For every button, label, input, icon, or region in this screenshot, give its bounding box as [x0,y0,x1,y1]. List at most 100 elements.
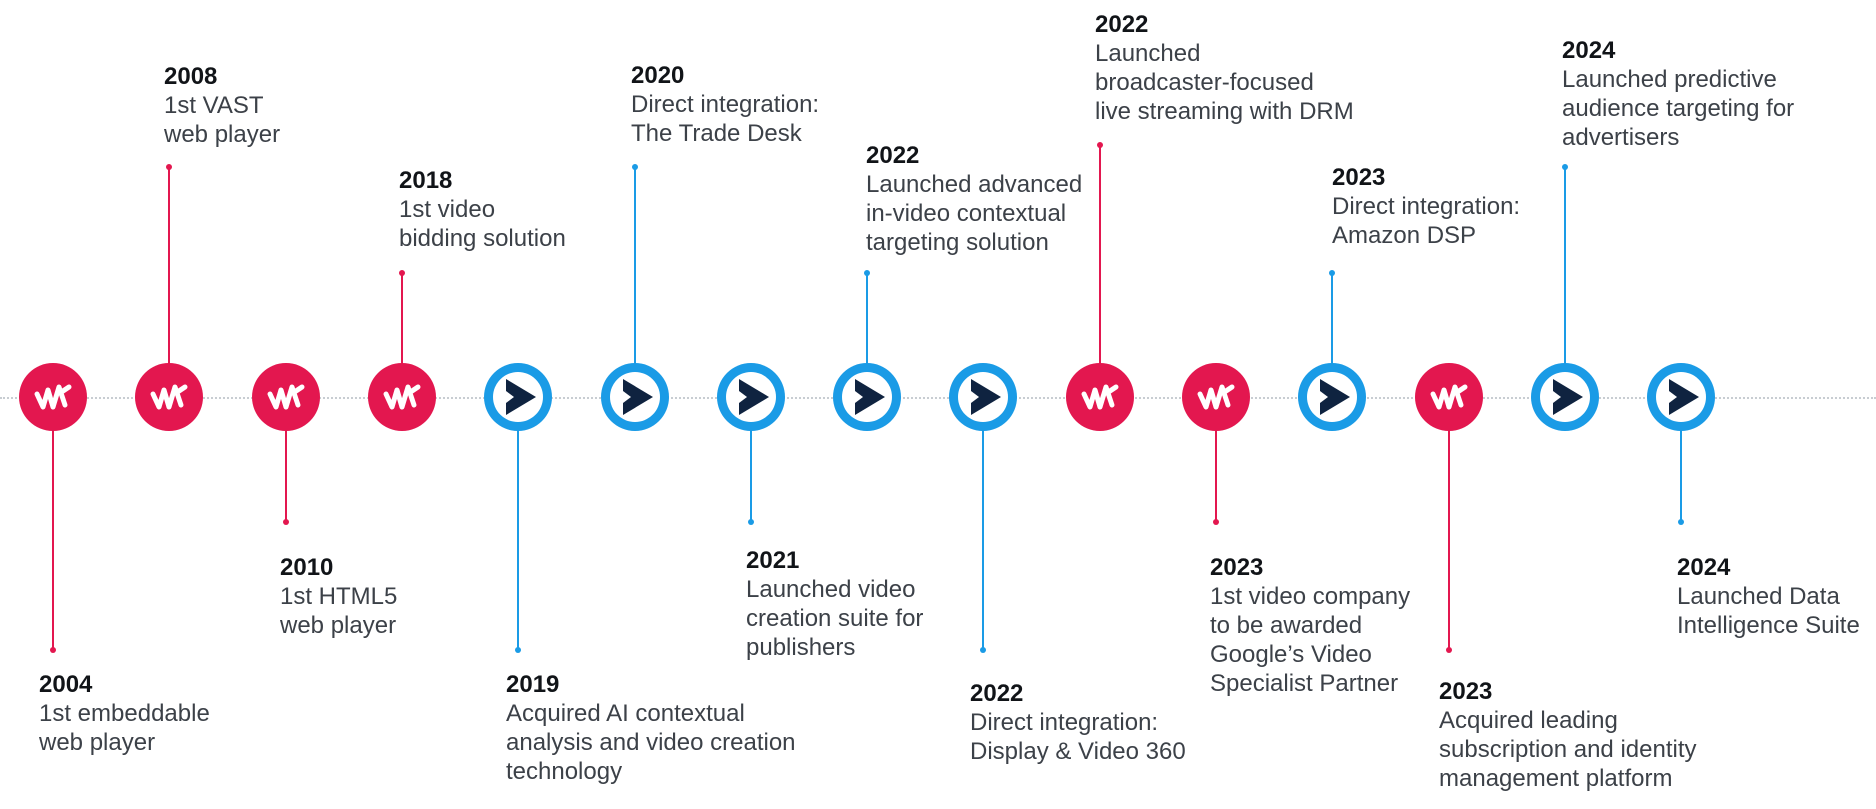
play-logo-icon [600,363,669,431]
milestone-connector [982,397,985,650]
milestone-label: 2021 Launched video creation suite for publ… [746,546,923,662]
milestone-description: targeting solution [866,229,1049,256]
milestone-description: Google’s Video [1210,641,1372,668]
milestone-connector [633,167,636,397]
milestone-label: 2019 Acquired AI contextual analysis and v… [506,670,796,786]
milestone-label: 2022 Direct integration: Display & Video 3… [970,679,1186,766]
jw-player-logo-icon [367,363,436,431]
play-logo-icon [1298,363,1367,431]
milestone-year: 2004 [39,671,93,698]
milestone-description: broadcaster-focused [1095,69,1314,96]
milestone-dot [1561,164,1568,170]
milestone-label: 2023 Acquired leading subscription and ide… [1439,677,1696,793]
jw-player-logo-icon [135,363,204,431]
play-logo-icon [484,363,553,431]
milestone-connector [52,397,54,650]
milestone-year: 2024 [1677,554,1731,581]
milestone-connector [400,273,403,397]
milestone-year: 2019 [506,671,560,698]
milestone-dot [747,519,754,525]
milestone-year: 2022 [1095,11,1149,38]
milestone-connector [1680,397,1683,522]
jw-player-logo-icon [1182,363,1250,431]
milestone-dot [398,270,405,276]
milestone-connector [749,397,752,522]
milestone-description: web player [39,729,156,756]
milestone-description: Direct integration: [970,709,1159,736]
milestone-year: 2020 [631,62,685,89]
milestone-connector [1563,167,1566,397]
milestone-dot [1213,519,1219,525]
milestone-description: advertisers [1562,124,1680,151]
milestone-year: 2010 [280,554,334,581]
milestone-description: Acquired leading [1439,707,1618,734]
milestone-description: Launched [1095,40,1201,67]
milestone-description: analysis and video creation [506,729,796,756]
milestone-description: 1st video company [1210,583,1411,610]
milestone-description: 1st video [399,196,496,223]
play-logo-icon [1647,363,1716,431]
milestone-label: 2010 1st HTML5 web player [280,553,397,640]
milestone-description: audience targeting for [1562,95,1795,122]
milestone-dot [1678,519,1685,525]
milestone-label: 2023 1st video company to be awarded Google… [1210,553,1410,698]
milestone-connector [284,397,287,522]
play-logo-icon [949,363,1018,431]
milestone-label: 2020 Direct integration: The Trade Desk [631,61,819,148]
milestone-dot [864,270,871,276]
play-logo-icon [833,363,902,431]
milestone-description: Launched advanced [866,171,1083,198]
milestone-connector [866,273,869,397]
timeline-axis [0,397,1876,399]
jw-player-logo-icon [1065,363,1134,431]
milestone-label: 2022 Launched broadcaster-focused live stre… [1095,10,1354,126]
milestone-connector [1331,273,1334,397]
milestone-description: Launched Data [1677,583,1840,610]
milestone-label: 2018 1st video bidding solution [399,166,566,253]
milestone-description: Launched predictive [1562,66,1777,93]
milestone-description: The Trade Desk [631,120,802,147]
milestone-year: 2023 [1439,678,1493,705]
milestone-connector [168,167,171,397]
milestone-description: technology [506,758,623,785]
milestone-year: 2023 [1210,554,1264,581]
milestone-label: 2008 1st VAST web player [164,62,280,149]
milestone-dot [282,519,289,525]
milestone-connector [517,397,520,650]
milestone-label: 2023 Direct integration: Amazon DSP [1332,163,1520,250]
milestone-year: 2008 [164,63,218,90]
milestone-description: web player [280,612,397,639]
milestone-description: web player [164,121,281,148]
milestone-dot [50,647,56,653]
milestone-year: 2024 [1562,37,1616,64]
milestone-dot [980,647,987,653]
milestone-year: 2022 [970,680,1024,707]
milestone-year: 2023 [1332,164,1386,191]
milestone-connector [1447,397,1450,650]
milestone-description: subscription and identity [1439,736,1697,763]
milestone-dot [515,647,522,653]
milestone-year: 2018 [399,167,453,194]
milestone-label: 2022 Launched advanced in-video contextual… [866,141,1082,257]
milestone-description: 1st embeddable [39,700,210,727]
play-logo-icon [1530,363,1599,431]
milestone-dot [1329,270,1336,276]
milestone-dot [1096,142,1103,148]
milestone-description: to be awarded [1210,612,1363,639]
milestone-label: 2004 1st embeddable web player [39,670,210,757]
jw-player-logo-icon [1414,363,1483,431]
milestone-description: 1st HTML5 [280,583,398,610]
milestone-connector [1215,397,1217,522]
milestone-dot [1445,647,1452,653]
milestone-description: Direct integration: [631,91,820,118]
milestone-description: Direct integration: [1332,193,1521,220]
milestone-description: bidding solution [399,225,566,252]
milestone-description: Display & Video 360 [970,738,1186,765]
milestone-description: management platform [1439,765,1673,792]
milestone-description: Amazon DSP [1332,222,1477,249]
milestone-description: Intelligence Suite [1677,612,1860,639]
milestone-year: 2021 [746,547,800,574]
milestone-dot [166,164,173,170]
milestone-label: 2024 Launched Data Intelligence Suite [1677,553,1860,640]
